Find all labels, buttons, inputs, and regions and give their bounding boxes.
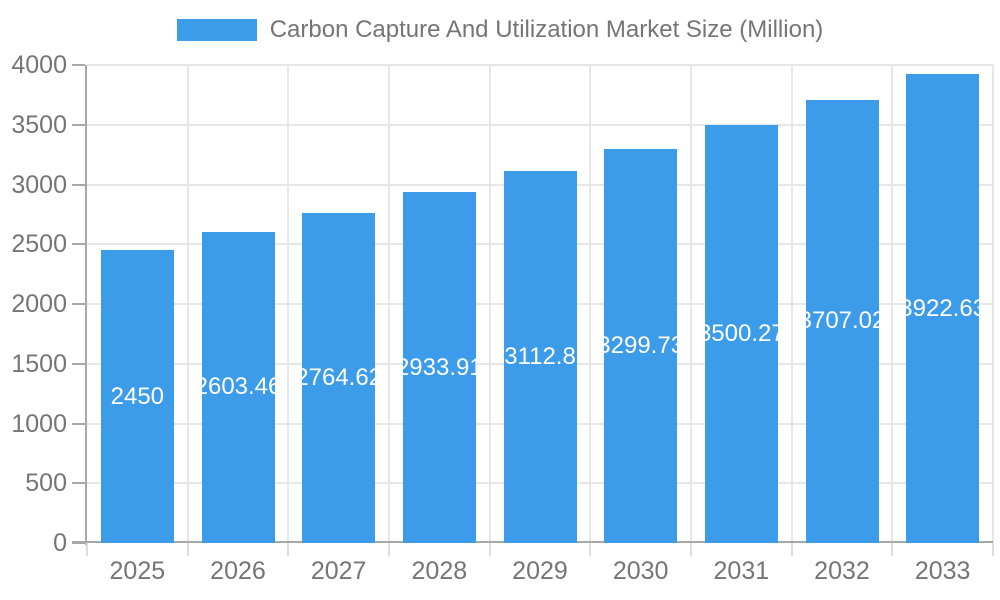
x-tick (589, 543, 592, 556)
y-tick (72, 482, 85, 485)
y-axis-tick-label: 0 (53, 529, 67, 557)
bar-2032[interactable]: 3707.02 (805, 100, 879, 543)
v-gridline (690, 65, 692, 543)
y-tick (72, 303, 85, 305)
bar-2026[interactable]: 2603.46 (201, 231, 275, 543)
bar-2025[interactable]: 2450 (100, 250, 174, 543)
bar-value-label: 3299.73 (604, 331, 677, 359)
x-axis-tick-label: 2028 (411, 557, 468, 585)
y-tick (72, 542, 85, 544)
bar-2028[interactable]: 2933.91 (402, 192, 476, 543)
bar-value-label: 2603.46 (202, 373, 275, 401)
x-axis-tick-label: 2033 (914, 557, 971, 585)
x-tick (992, 543, 994, 556)
x-axis-tick-label: 2029 (512, 557, 568, 585)
x-tick (488, 543, 491, 556)
y-axis-tick-label: 4000 (11, 51, 67, 79)
bar-value-label: 3500.27 (705, 319, 778, 347)
x-tick (891, 543, 894, 556)
y-tick (72, 243, 85, 246)
y-axis-tick-label: 1500 (11, 349, 67, 378)
legend-swatch-icon (176, 19, 257, 41)
bar-value-label: 2450 (110, 382, 165, 410)
x-axis-tick-label: 2025 (109, 557, 166, 585)
y-axis-tick-label: 3000 (11, 170, 67, 199)
y-tick (72, 362, 85, 365)
x-tick (186, 543, 189, 556)
x-tick (790, 543, 793, 556)
x-axis-tick-label: 2027 (310, 557, 367, 585)
v-gridline (388, 65, 390, 543)
x-tick (388, 543, 390, 556)
y-axis-tick-label: 1000 (11, 409, 67, 438)
x-axis-tick-label: 2030 (612, 557, 669, 585)
bar-2033[interactable]: 3922.63 (906, 74, 980, 543)
bar-2031[interactable]: 3500.27 (704, 124, 778, 543)
legend-item[interactable]: Carbon Capture And Utilization Market Si… (176, 16, 824, 44)
bar-value-label: 3707.02 (806, 307, 879, 335)
bar-value-label: 3922.63 (906, 294, 979, 322)
chart-legend: Carbon Capture And Utilization Market Si… (0, 16, 1000, 44)
y-axis-tick-label: 500 (25, 469, 67, 498)
v-gridline (488, 65, 491, 543)
bar-value-label: 3112.8 (504, 343, 576, 370)
h-gridline (87, 64, 993, 66)
v-gridline (589, 65, 592, 543)
v-gridline (186, 65, 189, 543)
legend-label: Carbon Capture And Utilization Market Si… (269, 16, 824, 43)
y-axis-tick-label: 3500 (11, 110, 67, 139)
bar-value-label: 2933.91 (403, 353, 476, 381)
x-axis-tick-label: 2026 (210, 557, 266, 585)
x-tick (86, 543, 88, 556)
x-axis-tick-label: 2032 (814, 557, 870, 585)
y-axis-tick-label: 2000 (11, 290, 67, 318)
h-gridline (87, 123, 993, 126)
v-gridline (287, 65, 290, 543)
bar-2030[interactable]: 3299.73 (604, 148, 678, 543)
x-axis-tick-label: 2031 (713, 557, 770, 585)
x-tick (690, 543, 692, 556)
bar-2029[interactable]: 3112.8 (503, 171, 577, 543)
x-tick (287, 543, 290, 556)
y-axis-line (85, 65, 87, 545)
v-gridline (891, 65, 894, 543)
v-gridline (992, 65, 994, 543)
plot-area: 0 500 1000 1500 2000 2500 3000 3500 4000 2025 2026… (11, 51, 994, 585)
y-tick (72, 183, 85, 186)
bar-2027[interactable]: 2764.62 (302, 212, 376, 543)
bar-value-label: 2764.62 (302, 363, 375, 391)
y-tick (72, 64, 85, 66)
v-gridline (790, 65, 793, 543)
y-tick (72, 123, 85, 126)
y-tick (72, 422, 85, 425)
y-axis-tick-label: 2500 (11, 230, 67, 259)
